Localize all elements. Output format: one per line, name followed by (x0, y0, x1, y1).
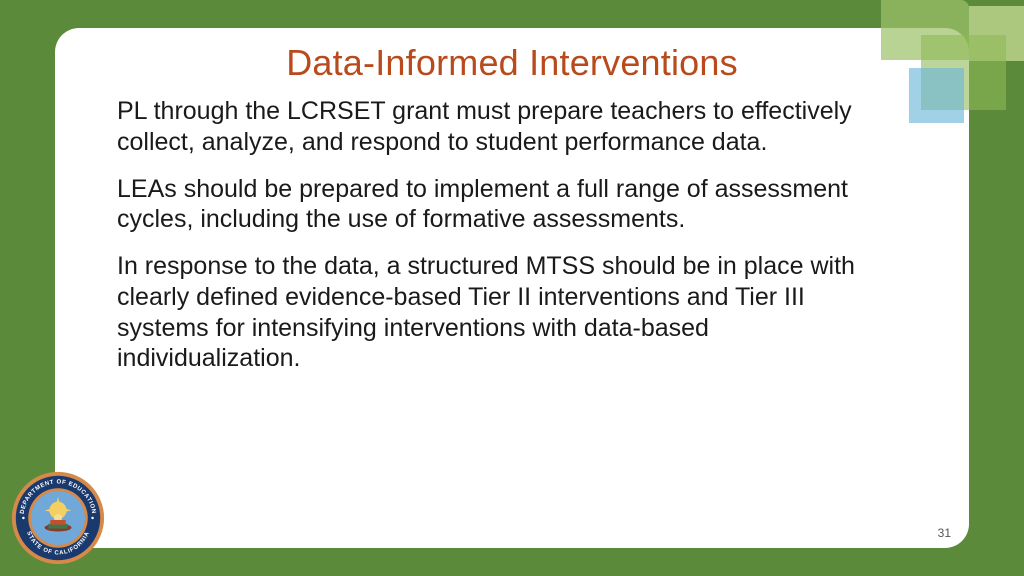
corner-decoration (849, 0, 1024, 135)
slide-card: Data-Informed Interventions PL through t… (55, 28, 969, 548)
slide-body: PL through the LCRSET grant must prepare… (55, 84, 969, 374)
body-paragraph: PL through the LCRSET grant must prepare… (117, 96, 894, 158)
state-seal-icon: DEPARTMENT OF EDUCATION STATE OF CALIFOR… (10, 470, 106, 566)
deco-square (909, 68, 964, 123)
body-paragraph: In response to the data, a structured MT… (117, 251, 894, 374)
page-number: 31 (938, 526, 951, 540)
slide-title: Data-Informed Interventions (55, 28, 969, 84)
body-paragraph: LEAs should be prepared to implement a f… (117, 174, 894, 236)
